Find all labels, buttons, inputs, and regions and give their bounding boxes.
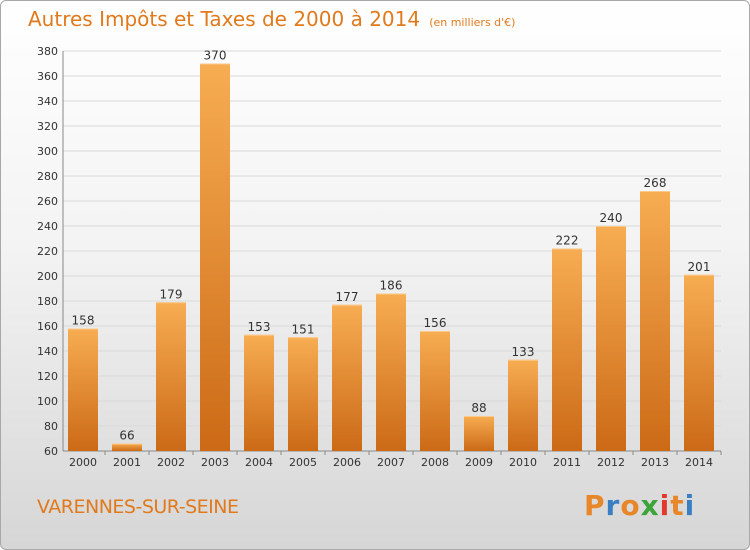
logo-letter: P	[584, 489, 606, 522]
bar-2002	[156, 302, 186, 451]
y-tick-label: 260	[37, 195, 58, 208]
x-axis: 2000 2001 2002 2003 2004 2005 2006 2007 2008 2009…	[69, 451, 722, 469]
data-label: 268	[644, 176, 667, 190]
bar-2009	[464, 416, 494, 451]
bar-2012	[596, 226, 626, 451]
logo-letter: t	[670, 489, 685, 522]
bar-2006	[332, 304, 362, 451]
y-tick-label: 100	[37, 395, 58, 408]
bar-2013	[640, 191, 670, 451]
bar-2007	[376, 293, 406, 451]
logo-letter: r	[605, 489, 621, 522]
bar-2014	[684, 274, 714, 451]
y-tick-label: 280	[37, 170, 58, 183]
x-tick-label: 2006	[333, 456, 361, 469]
y-tick-label: 140	[37, 345, 58, 358]
x-tick-label: 2011	[553, 456, 581, 469]
y-tick-label: 200	[37, 270, 58, 283]
x-tick-label: 2012	[597, 456, 625, 469]
y-tick-label: 240	[37, 220, 58, 233]
commune-name: VARENNES-SUR-SEINE	[37, 496, 239, 518]
y-tick-label: 60	[44, 445, 58, 458]
y-tick-label: 80	[44, 420, 58, 433]
logo-letter: x	[640, 489, 660, 522]
x-tick-label: 2014	[685, 456, 713, 469]
x-tick-label: 2009	[465, 456, 493, 469]
x-tick-label: 2003	[201, 456, 229, 469]
data-label: 88	[471, 401, 486, 415]
data-label: 156	[424, 316, 447, 330]
bar-2010	[508, 359, 538, 451]
chart-unit: (en milliers d'€)	[429, 16, 516, 29]
y-tick-label: 320	[37, 120, 58, 133]
data-label: 179	[160, 287, 183, 301]
data-label: 133	[512, 345, 535, 359]
y-tick-label: 360	[37, 70, 58, 83]
chart-title: Autres Impôts et Taxes de 2000 à 2014 (e…	[28, 7, 515, 31]
logo-letter: o	[620, 489, 641, 522]
bar-2000	[68, 328, 98, 451]
y-tick-label: 300	[37, 145, 58, 158]
y-axis: 60 80 100 120 140 160 180 200 220 240 260 280 300 320…	[37, 45, 721, 458]
chart-title-text: Autres Impôts et Taxes de 2000 à 2014	[28, 7, 421, 31]
data-label: 153	[248, 320, 271, 334]
y-tick-label: 180	[37, 295, 58, 308]
bars: 158 66 179 370 153 151 177 186 156 88 133 222 240 268…	[68, 49, 714, 451]
y-tick-label: 120	[37, 370, 58, 383]
x-tick-label: 2005	[289, 456, 317, 469]
logo-letter: i	[684, 489, 696, 522]
bar-2011	[552, 248, 582, 451]
x-tick-label: 2002	[157, 456, 185, 469]
y-tick-label: 160	[37, 320, 58, 333]
x-tick-label: 2001	[113, 456, 141, 469]
data-label: 177	[336, 290, 359, 304]
x-tick-label: 2013	[641, 456, 669, 469]
bar-2008	[420, 331, 450, 451]
data-label: 186	[380, 279, 403, 293]
y-tick-label: 380	[37, 45, 58, 58]
data-label: 66	[119, 429, 134, 443]
data-label: 222	[556, 234, 579, 248]
data-label: 240	[600, 211, 623, 225]
x-tick-label: 2004	[245, 456, 273, 469]
x-tick-label: 2010	[509, 456, 537, 469]
logo-letter: i	[659, 489, 671, 522]
proxiti-logo[interactable]: Proxiti	[584, 489, 695, 522]
bar-2004	[244, 334, 274, 451]
bar-2003	[200, 63, 230, 451]
data-label: 201	[688, 260, 711, 274]
x-tick-label: 2007	[377, 456, 405, 469]
y-tick-label: 220	[37, 245, 58, 258]
data-label: 151	[292, 322, 315, 336]
bar-2005	[288, 337, 318, 451]
data-label: 158	[72, 314, 95, 328]
bar-2001	[112, 443, 142, 451]
x-tick-label: 2000	[69, 456, 97, 469]
y-tick-label: 340	[37, 95, 58, 108]
data-label: 370	[204, 49, 227, 63]
x-tick-label: 2008	[421, 456, 449, 469]
